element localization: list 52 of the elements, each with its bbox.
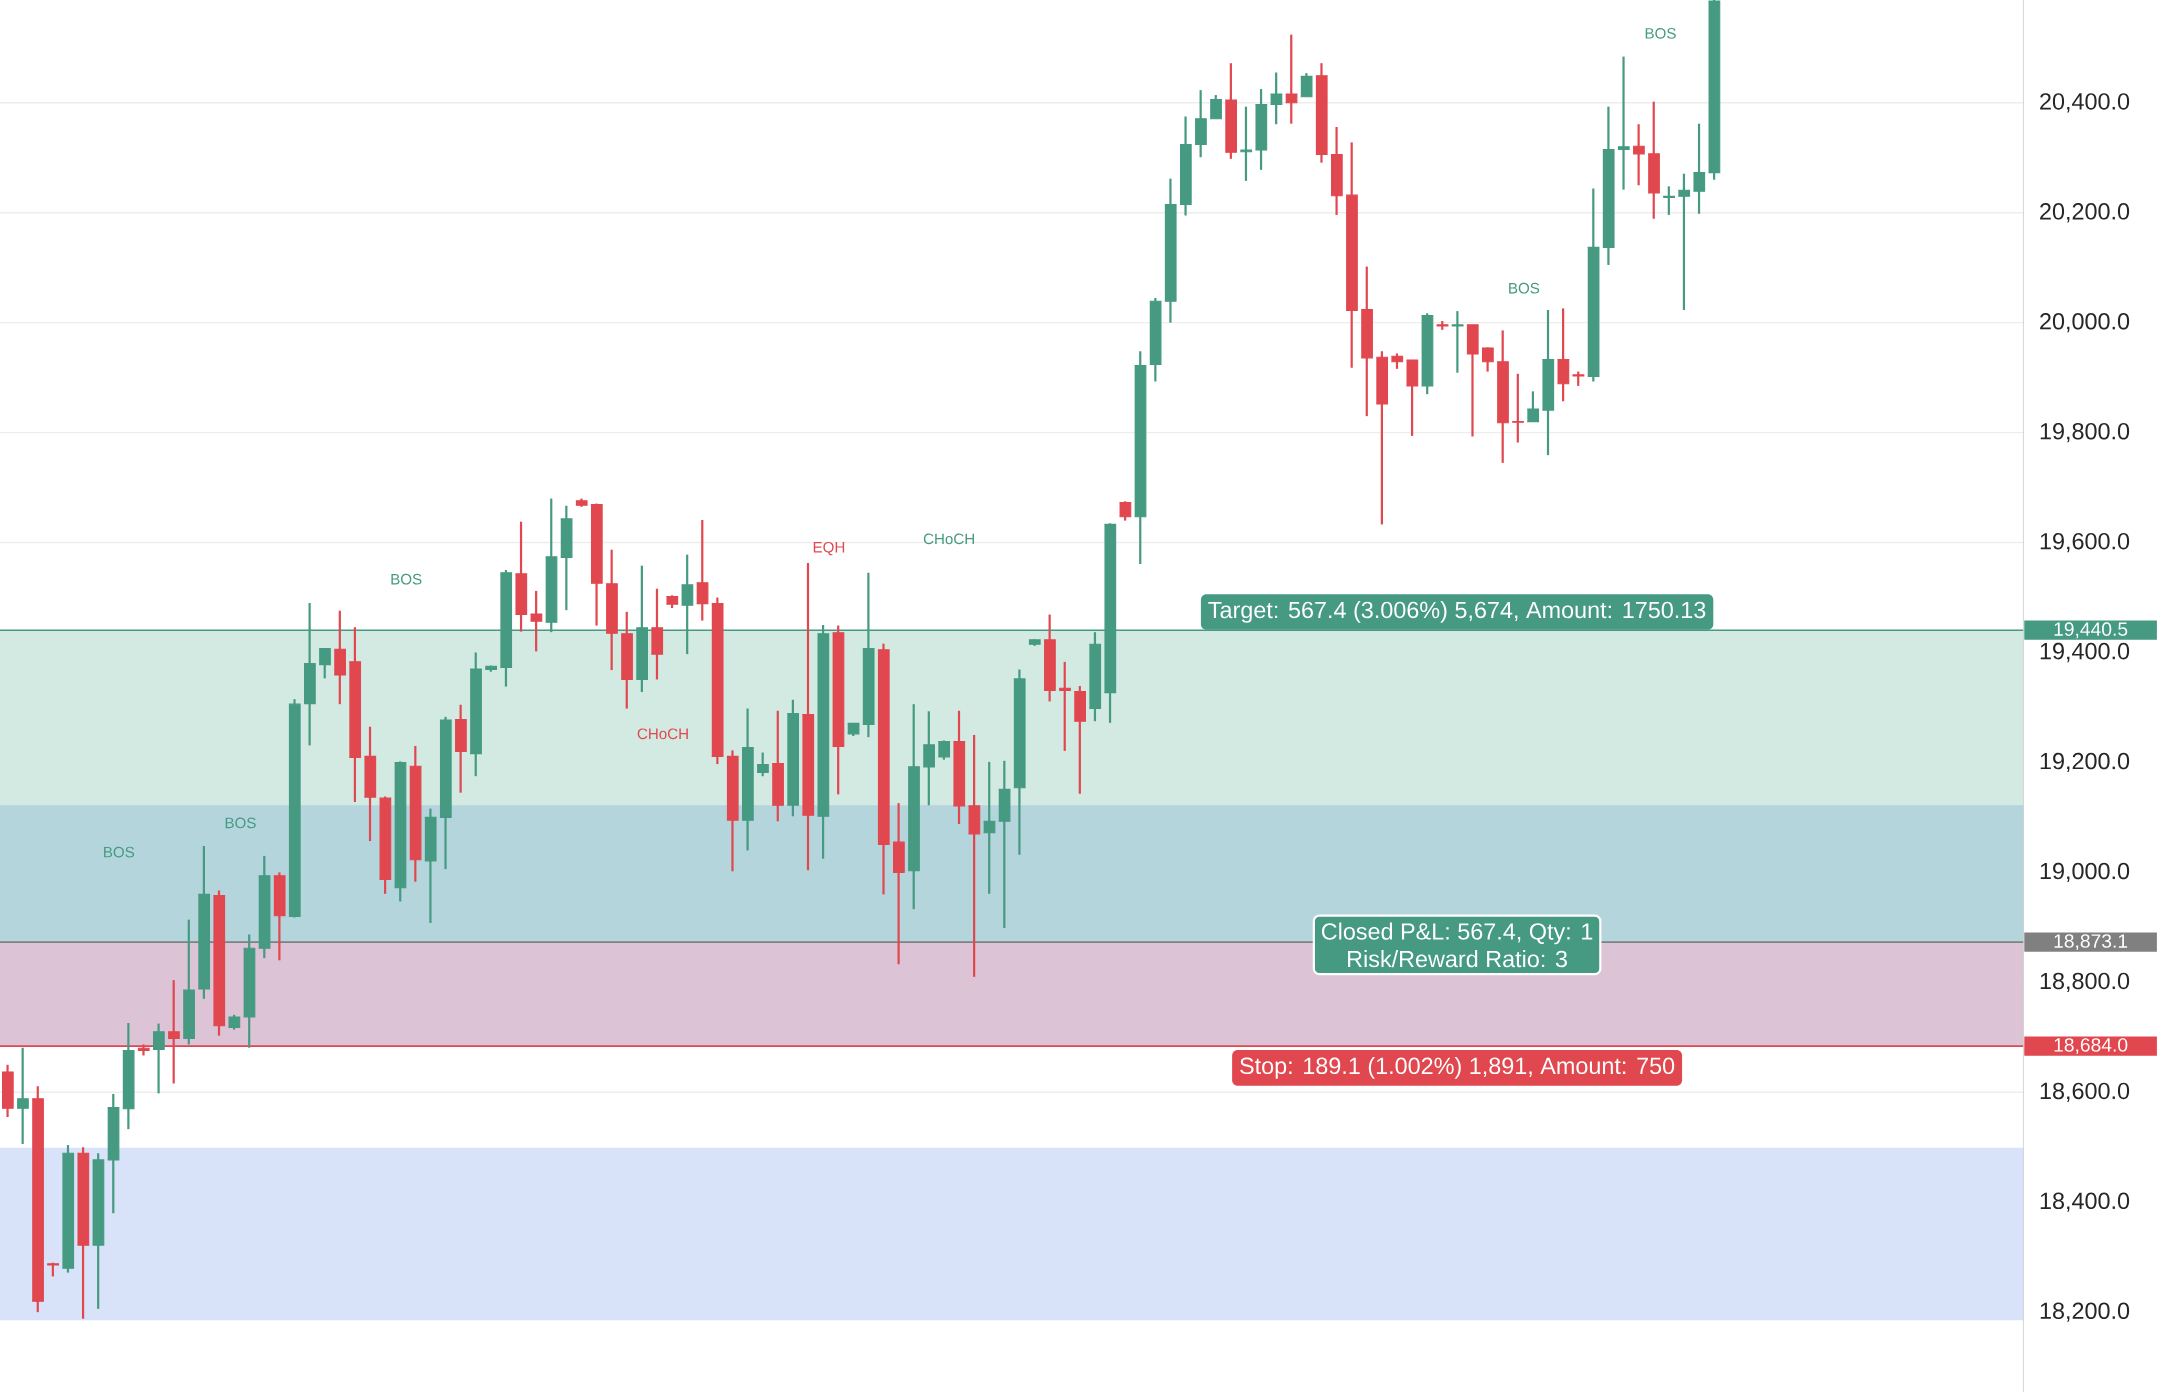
candlestick — [1677, 172, 1691, 311]
ref-line-label: 18,684.0 — [2054, 1037, 2128, 1054]
ref-line-label: 19,440.5 — [2054, 622, 2128, 638]
candlestick — [1285, 33, 1298, 125]
annotation: BOS — [1645, 27, 1676, 39]
annotation: Stop: 189.1 (1.002%) 1,891, Amount: 750 — [1240, 1056, 1675, 1079]
annotation: BOS — [1509, 282, 1540, 294]
candlestick — [1209, 93, 1222, 120]
y-tick-label: 19,800.0 — [2040, 422, 2130, 443]
candlestick — [696, 518, 709, 622]
candlestick — [967, 733, 981, 978]
annotation: EQH — [813, 541, 845, 556]
candlestick — [922, 710, 935, 807]
candlestick — [1451, 309, 1464, 374]
y-tick-label: 18,200.0 — [2040, 1302, 2130, 1322]
candlestick — [1058, 660, 1071, 752]
candlestick — [1118, 500, 1132, 522]
candlestick — [152, 1022, 165, 1095]
y-tick-label: 20,000.0 — [2040, 312, 2130, 333]
candlestick — [1481, 346, 1494, 373]
annotation: Target: 567.4 (3.006%) 5,674, Amount: 1750.13 — [1208, 600, 1706, 623]
y-tick-label: 19,200.0 — [2040, 752, 2130, 772]
candlestick — [1526, 390, 1540, 423]
y-tick-label: 19,000.0 — [2040, 862, 2130, 882]
candlestick — [1632, 122, 1645, 187]
ref-line-label: 18,873.1 — [2054, 934, 2128, 950]
candlestick — [1239, 105, 1253, 182]
y-tick-label: 18,400.0 — [2040, 1192, 2130, 1212]
annotation: Risk/Reward Ratio: 3 — [1348, 949, 1567, 968]
candlestick — [1617, 55, 1630, 191]
annotation: BOS — [391, 573, 422, 585]
candlestick — [1692, 122, 1706, 215]
y-tick-label: 18,800.0 — [2040, 972, 2130, 992]
y-tick-label: 18,600.0 — [2040, 1082, 2130, 1102]
candlestick — [530, 589, 543, 653]
candlestick — [1270, 71, 1283, 126]
annotation: CHoCH — [637, 728, 688, 739]
y-tick-label: 20,200.0 — [2040, 202, 2130, 223]
y-tick-label: 20,400.0 — [2040, 92, 2130, 113]
candlestick — [16, 1046, 29, 1145]
candlestick — [1300, 71, 1313, 98]
candlestick — [756, 751, 769, 778]
annotation: BOS — [104, 846, 135, 858]
annotation: Closed P&L: 567.4, Qty: 1 — [1321, 922, 1593, 945]
candlestick — [937, 739, 951, 761]
y-tick-label: 19,400.0 — [2040, 642, 2130, 662]
candlestick — [1662, 185, 1675, 216]
annotation: CHoCH — [923, 533, 974, 544]
candlestick — [1511, 372, 1524, 444]
candlestick — [318, 646, 331, 680]
y-tick-label: 19,600.0 — [2040, 532, 2130, 552]
annotation: BOS — [225, 817, 256, 829]
